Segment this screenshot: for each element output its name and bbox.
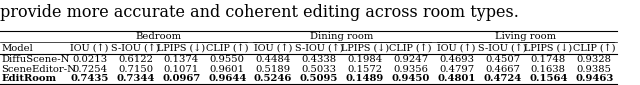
Text: 0.6122: 0.6122 bbox=[118, 55, 153, 64]
Text: 0.1638: 0.1638 bbox=[531, 65, 566, 74]
Text: provide more accurate and coherent editing across room types.: provide more accurate and coherent editi… bbox=[0, 4, 519, 21]
Text: 0.9328: 0.9328 bbox=[577, 55, 612, 64]
Text: LPIPS (↓): LPIPS (↓) bbox=[524, 44, 572, 53]
Text: CLIP (↑): CLIP (↑) bbox=[390, 44, 432, 53]
Text: IOU (↑): IOU (↑) bbox=[437, 44, 476, 53]
Text: Model: Model bbox=[1, 44, 33, 53]
Text: CLIP (↑): CLIP (↑) bbox=[206, 44, 248, 53]
Text: LPIPS (↓): LPIPS (↓) bbox=[340, 44, 389, 53]
Text: 0.4693: 0.4693 bbox=[439, 55, 474, 64]
Text: 0.4801: 0.4801 bbox=[437, 74, 476, 83]
Text: 0.4724: 0.4724 bbox=[483, 74, 522, 83]
Text: 0.9550: 0.9550 bbox=[210, 55, 244, 64]
Text: 0.9601: 0.9601 bbox=[210, 65, 244, 74]
Text: EditRoom: EditRoom bbox=[1, 74, 56, 83]
Text: 0.4797: 0.4797 bbox=[439, 65, 474, 74]
Text: 0.1748: 0.1748 bbox=[531, 55, 566, 64]
Text: 0.4667: 0.4667 bbox=[485, 65, 520, 74]
Text: 0.9644: 0.9644 bbox=[208, 74, 246, 83]
Text: S-IOU (↑): S-IOU (↑) bbox=[478, 44, 527, 53]
Text: 0.7254: 0.7254 bbox=[72, 65, 107, 74]
Text: 0.5033: 0.5033 bbox=[301, 65, 337, 74]
Text: LPIPS (↓): LPIPS (↓) bbox=[157, 44, 205, 53]
Text: 0.7150: 0.7150 bbox=[118, 65, 153, 74]
Text: Bedroom: Bedroom bbox=[135, 32, 182, 41]
Text: Living room: Living room bbox=[495, 32, 556, 41]
Text: 0.0967: 0.0967 bbox=[162, 74, 200, 83]
Text: 0.5189: 0.5189 bbox=[255, 65, 291, 74]
Text: 0.1489: 0.1489 bbox=[346, 74, 384, 83]
Text: IOU (↑): IOU (↑) bbox=[70, 44, 109, 53]
Text: S-IOU (↑): S-IOU (↑) bbox=[294, 44, 343, 53]
Text: 0.7344: 0.7344 bbox=[116, 74, 155, 83]
Text: 0.9450: 0.9450 bbox=[392, 74, 430, 83]
Text: 0.9385: 0.9385 bbox=[577, 65, 612, 74]
Text: 0.5246: 0.5246 bbox=[254, 74, 292, 83]
Text: 0.4484: 0.4484 bbox=[255, 55, 291, 64]
Text: SceneEditor-N: SceneEditor-N bbox=[1, 65, 76, 74]
Text: 0.4338: 0.4338 bbox=[301, 55, 337, 64]
Text: IOU (↑): IOU (↑) bbox=[254, 44, 292, 53]
Text: CLIP (↑): CLIP (↑) bbox=[573, 44, 616, 53]
Text: 0.7435: 0.7435 bbox=[70, 74, 109, 83]
Text: S-IOU (↑): S-IOU (↑) bbox=[111, 44, 160, 53]
Text: 0.9247: 0.9247 bbox=[393, 55, 428, 64]
Text: 0.0213: 0.0213 bbox=[72, 55, 107, 64]
Text: 0.9463: 0.9463 bbox=[575, 74, 613, 83]
Text: Dining room: Dining room bbox=[310, 32, 374, 41]
Text: DiffuScene-N: DiffuScene-N bbox=[1, 55, 70, 64]
Text: 0.1572: 0.1572 bbox=[348, 65, 382, 74]
Text: 0.1071: 0.1071 bbox=[164, 65, 199, 74]
Text: 0.1374: 0.1374 bbox=[164, 55, 199, 64]
Text: 0.1564: 0.1564 bbox=[529, 74, 568, 83]
Text: 0.4507: 0.4507 bbox=[485, 55, 520, 64]
Text: 0.1984: 0.1984 bbox=[347, 55, 383, 64]
Text: 0.5095: 0.5095 bbox=[300, 74, 338, 83]
Text: 0.9356: 0.9356 bbox=[393, 65, 428, 74]
